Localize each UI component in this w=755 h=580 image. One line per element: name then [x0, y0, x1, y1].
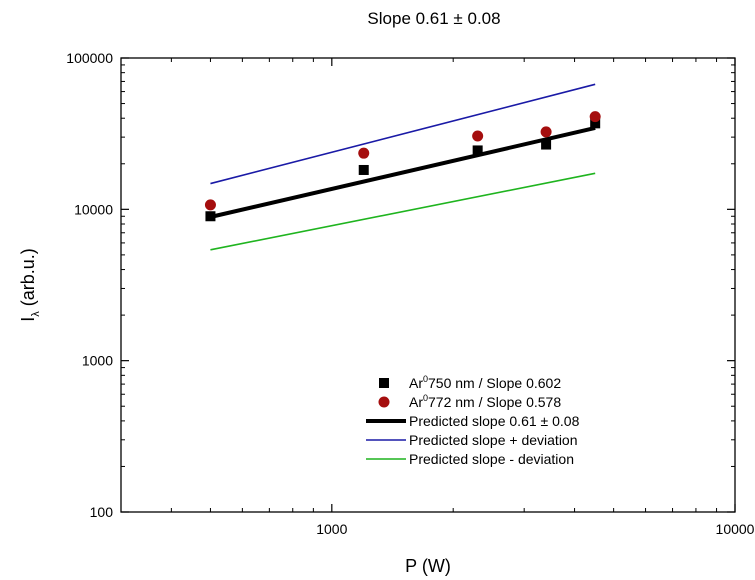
- legend-label: Predicted slope + deviation: [409, 432, 578, 448]
- legend-label: Predicted slope 0.61 ± 0.08: [409, 413, 580, 429]
- data-point-square: [205, 211, 216, 222]
- x-tick-label: 10000: [716, 521, 755, 537]
- chart-title: Slope 0.61 ± 0.08: [367, 9, 500, 28]
- data-point-circle: [540, 126, 552, 138]
- x-tick-label: 1000: [316, 521, 347, 537]
- series-line-2: [209, 125, 596, 219]
- data-point-circle: [358, 147, 370, 159]
- data-point-square: [541, 139, 552, 150]
- y-axis-label: Iλ (arb.u.): [18, 248, 42, 322]
- series-layer: [204, 83, 601, 251]
- plot-frame: [120, 57, 736, 513]
- legend-label-rest: 772 nm / Slope 0.578: [428, 394, 561, 410]
- legend-label-rest: 750 nm / Slope 0.602: [428, 375, 561, 391]
- data-point-square: [472, 145, 483, 156]
- legend-label: Ar0772 nm / Slope 0.578: [409, 393, 561, 410]
- y-tick-label: 100000: [66, 50, 113, 66]
- y-axis-label-main: I: [18, 317, 38, 322]
- data-point-square: [590, 118, 601, 129]
- data-point-square: [358, 164, 369, 175]
- legend-marker-circle: [378, 396, 390, 408]
- series-line-3: [210, 83, 596, 185]
- y-tick-label: 1000: [82, 353, 113, 369]
- y-axis-label-rest: (arb.u.): [18, 248, 38, 311]
- legend-marker-square: [379, 378, 389, 388]
- legend-label-superscript: 0: [423, 374, 428, 384]
- legend-label-superscript: 0: [423, 393, 428, 403]
- legend-label: Predicted slope - deviation: [409, 451, 574, 467]
- series-line-4: [210, 172, 596, 251]
- data-point-circle: [589, 111, 601, 123]
- y-tick-label: 10000: [74, 201, 113, 217]
- legend-label-element: Ar: [409, 375, 423, 391]
- y-tick-label: 100: [90, 504, 114, 520]
- legend-label: Ar0750 nm / Slope 0.602: [409, 374, 561, 391]
- axis-ticks: 100 1000 10000 100000 1000 10000: [66, 50, 754, 537]
- x-axis-label: P (W): [405, 556, 451, 576]
- legend-label-element: Ar: [409, 394, 423, 410]
- data-point-circle: [472, 130, 484, 142]
- data-point-circle: [204, 199, 216, 211]
- y-axis-label-sub: λ: [30, 311, 42, 317]
